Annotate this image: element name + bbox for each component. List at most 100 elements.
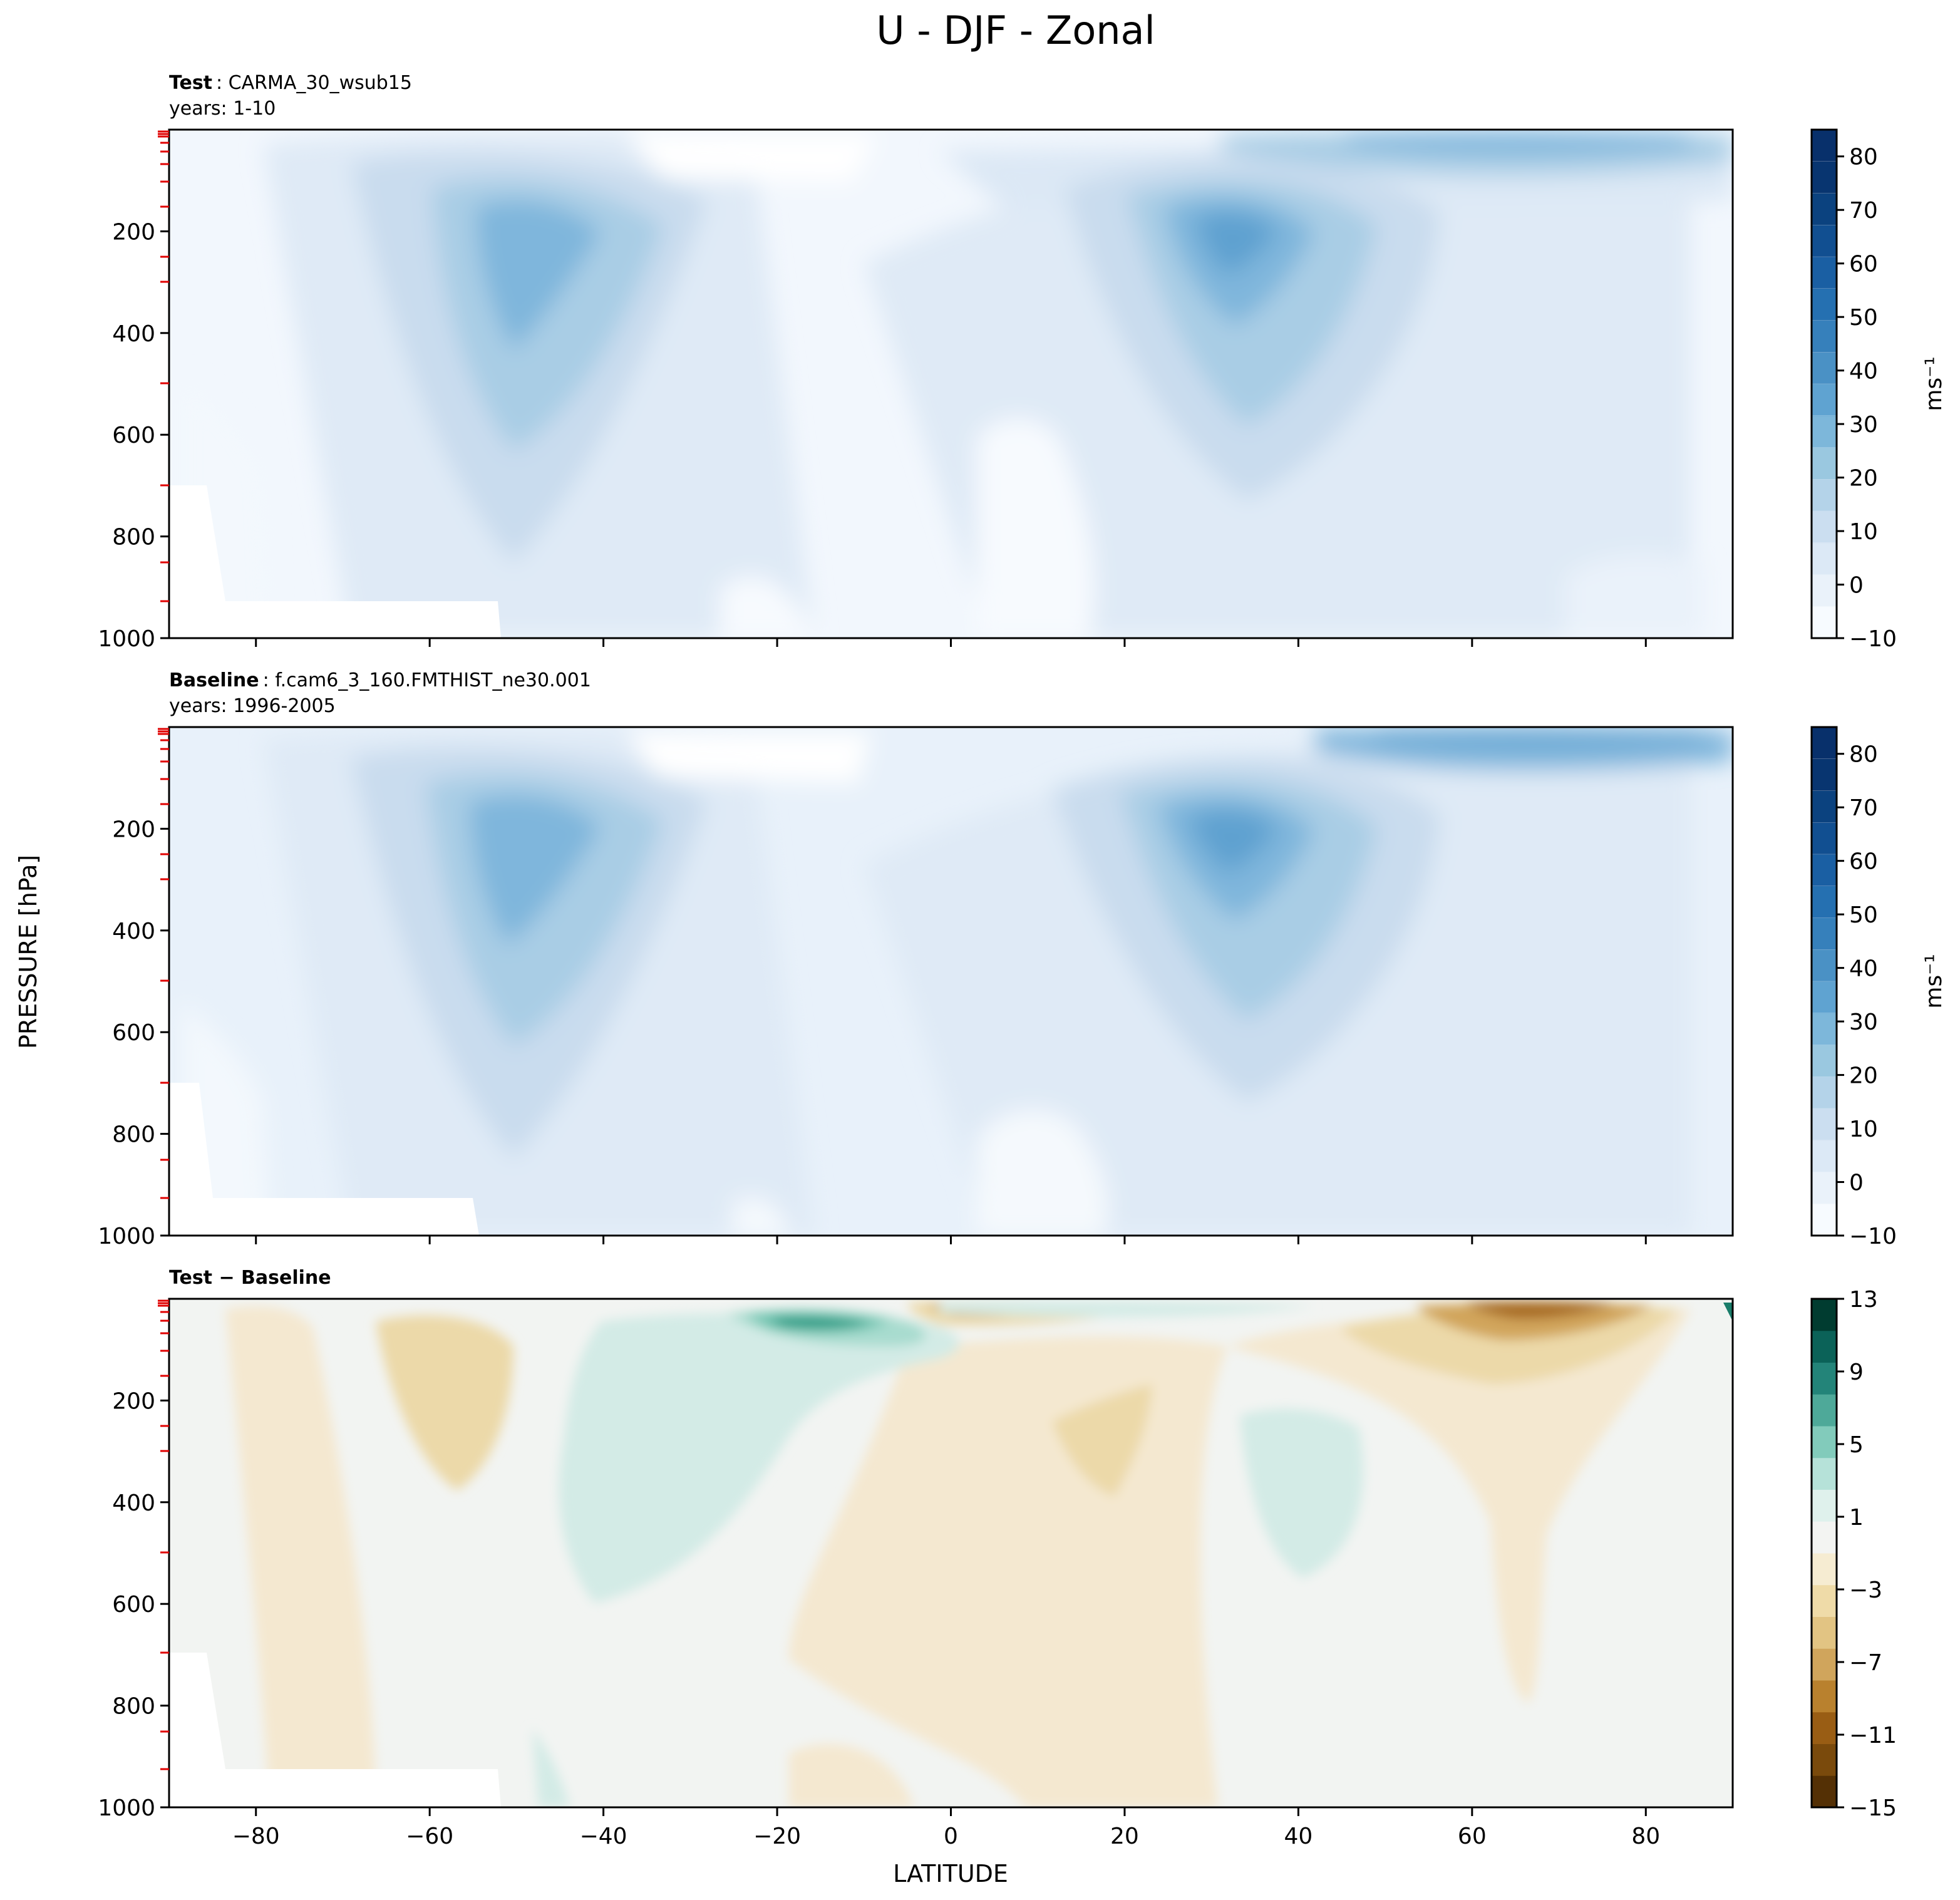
colorbar-tick-label: −7 xyxy=(1849,1650,1882,1676)
colorbar-tick-label: −10 xyxy=(1849,1224,1897,1249)
panel-baseline-colorbar-label: ms⁻¹ xyxy=(1921,954,1947,1008)
colorbar-swatch xyxy=(1812,447,1837,480)
colorbar-swatch xyxy=(1812,822,1837,855)
x-tick-label: 20 xyxy=(1110,1824,1139,1849)
colorbar-swatch xyxy=(1812,1013,1837,1045)
panel-test-y-axis: 200 400 600 800 1000 xyxy=(98,219,169,652)
colorbar-swatch xyxy=(1812,790,1837,823)
colorbar-swatch xyxy=(1812,981,1837,1014)
colorbar-tick-label: 10 xyxy=(1849,519,1878,545)
x-tick-label: −80 xyxy=(232,1824,280,1849)
y-tick-label: 1000 xyxy=(98,1795,155,1821)
colorbar-swatch xyxy=(1812,1426,1837,1459)
colorbar-swatch xyxy=(1812,727,1837,760)
colorbar-swatch xyxy=(1812,130,1837,162)
colorbar-swatch xyxy=(1812,193,1837,225)
colorbar-swatch xyxy=(1812,574,1837,607)
x-tick-label: 80 xyxy=(1631,1824,1660,1849)
y-axis-label: PRESSURE [hPa] xyxy=(14,855,42,1049)
colorbar-swatch xyxy=(1812,384,1837,416)
y-tick-label: 800 xyxy=(112,1122,155,1148)
colorbar-tick-label: −11 xyxy=(1849,1723,1897,1748)
colorbar-swatch xyxy=(1812,320,1837,353)
colorbar-tick-label: 50 xyxy=(1849,305,1878,331)
panel-test-years: years: 1-10 xyxy=(169,98,276,120)
panel-test-colorbar-label: ms⁻¹ xyxy=(1921,356,1947,411)
y-tick-label: 600 xyxy=(112,423,155,448)
colorbar-tick-label: 70 xyxy=(1849,795,1878,821)
x-tick-label: −60 xyxy=(406,1824,453,1849)
panel-test-field xyxy=(169,130,1733,638)
y-tick-label: 600 xyxy=(112,1020,155,1046)
colorbar-tick-label: 5 xyxy=(1849,1432,1864,1458)
colorbar-swatch xyxy=(1812,885,1837,918)
colorbar-swatch xyxy=(1812,225,1837,257)
y-tick-label: 1000 xyxy=(98,1224,155,1249)
colorbar-swatch xyxy=(1812,854,1837,887)
colorbar-swatch xyxy=(1812,1616,1837,1649)
colorbar-swatch xyxy=(1812,1299,1837,1331)
panel-baseline-y-axis: 200 400 600 800 1000 xyxy=(98,817,169,1249)
panel-baseline-x-ticks xyxy=(255,1236,1647,1244)
colorbar-tick-label: 60 xyxy=(1849,252,1878,277)
colorbar-swatch xyxy=(1812,1584,1837,1617)
y-tick-label: 200 xyxy=(112,219,155,245)
colorbar-swatch xyxy=(1812,1680,1837,1713)
colorbar-swatch xyxy=(1812,1045,1837,1077)
colorbar-tick-label: 50 xyxy=(1849,902,1878,928)
colorbar-tick-label: 30 xyxy=(1849,1009,1878,1035)
colorbar-tick-label: 80 xyxy=(1849,145,1878,170)
x-tick-label: −40 xyxy=(580,1824,627,1849)
panel-difference: Test − Baseline xyxy=(98,1267,1897,1849)
colorbar-tick-label: 40 xyxy=(1849,956,1878,982)
x-tick-label: 60 xyxy=(1458,1824,1487,1849)
y-tick-label: 400 xyxy=(112,1490,155,1516)
colorbar-tick-label: 20 xyxy=(1849,466,1878,492)
colorbar-swatch xyxy=(1812,1330,1837,1363)
colorbar-tick-label: 60 xyxy=(1849,849,1878,875)
panel-test-level-markers xyxy=(158,130,169,602)
colorbar-swatch xyxy=(1812,542,1837,575)
colorbar-swatch xyxy=(1812,1521,1837,1554)
x-tick-label: −20 xyxy=(753,1824,801,1849)
panel-test-title: Test: CARMA_30_wsub15 xyxy=(169,72,412,94)
colorbar-swatch xyxy=(1812,1140,1837,1172)
colorbar-frame xyxy=(1810,1298,1838,1809)
colorbar-tick-label: −10 xyxy=(1849,626,1897,652)
panel-baseline-level-markers xyxy=(158,728,169,1199)
panel-baseline-years: years: 1996-2005 xyxy=(169,695,336,717)
panel-test: Test: CARMA_30_wsub15 years: 1-10 xyxy=(98,72,1947,652)
panel-difference-title: Test − Baseline xyxy=(169,1267,331,1289)
panel-difference-level-markers xyxy=(158,1299,169,1770)
panel-test-x-ticks xyxy=(255,638,1647,647)
colorbar-swatch xyxy=(1812,161,1837,194)
colorbar-swatch xyxy=(1812,1362,1837,1395)
colorbar-tick-label: −3 xyxy=(1849,1577,1882,1603)
x-axis-label: LATITUDE xyxy=(893,1860,1008,1887)
colorbar-swatch xyxy=(1812,1489,1837,1522)
panel-baseline-title: Baseline: f.cam6_3_160.FMTHIST_ne30.001 xyxy=(169,669,591,691)
y-tick-label: 200 xyxy=(112,817,155,842)
colorbar-tick-label: 0 xyxy=(1849,1170,1864,1196)
colorbar-swatch xyxy=(1812,949,1837,982)
panel-difference-x-axis: −80 −60 −40 −20 0 20 40 60 80 xyxy=(232,1807,1660,1849)
panel-baseline-colorbar: −10 0 10 20 30 40 50 60 70 80 xyxy=(1810,726,1897,1249)
colorbar-tick-label: 40 xyxy=(1849,359,1878,385)
colorbar-tick-label: 30 xyxy=(1849,412,1878,438)
panel-baseline-title-bold: Baseline xyxy=(169,669,259,691)
colorbar-swatch xyxy=(1812,606,1837,639)
colorbar-swatch xyxy=(1812,758,1837,791)
x-tick-label: 40 xyxy=(1284,1824,1313,1849)
colorbar-swatch xyxy=(1812,1204,1837,1236)
colorbar-tick-label: 9 xyxy=(1849,1360,1864,1385)
panel-test-colorbar: −10 0 10 20 30 40 50 60 70 80 xyxy=(1810,128,1897,652)
y-tick-label: 1000 xyxy=(98,626,155,652)
colorbar-tick-label: 0 xyxy=(1849,573,1864,599)
colorbar-tick-label: 20 xyxy=(1849,1063,1878,1089)
colorbar-tick-label: −15 xyxy=(1849,1795,1897,1821)
panel-difference-y-axis: 200 400 600 800 1000 xyxy=(98,1388,169,1821)
colorbar-swatch xyxy=(1812,288,1837,321)
x-tick-label: 0 xyxy=(944,1824,958,1849)
panel-test-title-bold: Test xyxy=(169,72,212,94)
